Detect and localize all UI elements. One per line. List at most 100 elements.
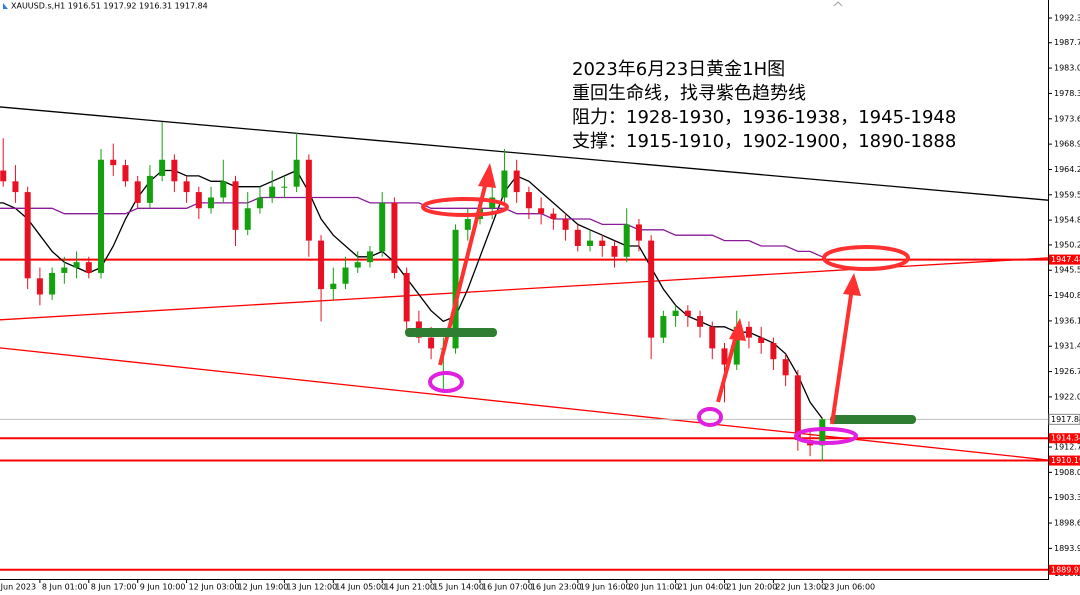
x-tick-label: 21 Jun 20:00	[727, 583, 778, 592]
candle-body	[599, 240, 606, 246]
trend-line	[0, 106, 1049, 201]
x-tick-label: 8 Jun 01:00	[42, 583, 88, 592]
candle-body	[403, 272, 410, 322]
candle-body	[635, 224, 642, 241]
candle-body	[587, 240, 594, 246]
y-tick-label: 1908.00	[1054, 468, 1080, 477]
candle-body	[110, 159, 117, 166]
plot-layer: 1992.30 1987.71 1983.01 1978.30 1973.60 1968.…	[0, 14, 1080, 592]
candle-body	[391, 202, 398, 273]
arrow-head	[843, 273, 861, 296]
drawings: 2023年6月23日黄金1H图 重回生命线，找寻紫色趋势线 阻力：1928-19…	[405, 59, 956, 445]
candle-body	[562, 219, 569, 230]
candle-body	[293, 159, 300, 187]
level-label-box	[1049, 433, 1080, 444]
candle-body	[697, 316, 704, 327]
red-ellipse	[421, 197, 509, 217]
y-tick-label: 1978.30	[1054, 89, 1080, 98]
x-tick-label: 8 Jun 17:00	[91, 583, 137, 592]
candle-body	[61, 267, 68, 273]
x-tick-label: 12 Jun 03:00	[189, 583, 240, 592]
level-label: 1889.92	[1051, 565, 1080, 574]
candle-body	[220, 181, 227, 198]
x-tick-label: 16 Jun 07:00	[482, 583, 533, 592]
candle-body	[73, 262, 80, 268]
x-tick-label: 15 Jun 14:00	[433, 583, 484, 592]
note-line: 支撑：1915-1910，1902-1900，1890-1888	[572, 131, 956, 152]
candle-body	[134, 181, 141, 203]
header-text: XAUUSD.s,H1 1916.51 1917.92 1916.31 1917…	[11, 2, 208, 11]
candle-body	[232, 181, 239, 230]
y-tick-label: 1936.10	[1054, 316, 1080, 325]
candle-body	[98, 159, 105, 273]
candle-body	[85, 262, 92, 273]
candle-body	[305, 159, 312, 241]
candle-body	[623, 224, 630, 257]
magenta-ellipse	[794, 427, 858, 445]
candle-body	[342, 267, 349, 284]
candle-body	[183, 181, 190, 193]
candle-body	[770, 343, 777, 360]
candle-body	[611, 245, 618, 257]
candle-body	[452, 229, 459, 349]
y-tick-label: 1922.00	[1054, 392, 1080, 401]
candle-body	[146, 175, 153, 203]
y-tick-label: 1973.60	[1054, 114, 1080, 123]
trend-line	[0, 347, 1049, 461]
x-tick-label: 19 Jun 16:00	[580, 583, 631, 592]
y-tick-label: 1945.50	[1054, 266, 1080, 275]
y-tick-label: 1898.60	[1054, 519, 1080, 528]
level-label-box	[1049, 564, 1080, 575]
y-tick-label: 1983.01	[1054, 64, 1080, 73]
candle-body	[709, 326, 716, 349]
x-tick-label: 13 Jun 12:00	[286, 583, 337, 592]
red-arrow	[716, 331, 739, 403]
y-tick-label: 1959.50	[1054, 190, 1080, 199]
note-line: 阻力：1928-1930，1936-1938，1945-1948	[572, 107, 956, 128]
x-tick-label: 23 Jun 06:00	[824, 583, 875, 592]
x-tick-label: 21 Jun 04:00	[678, 583, 729, 592]
green-marker	[405, 328, 497, 337]
window-icons	[833, 1, 843, 7]
candle-body	[208, 197, 215, 209]
candle-body	[672, 310, 679, 317]
candle-body	[550, 213, 557, 220]
y-tick-label: 1987.71	[1054, 38, 1080, 47]
candle-body	[0, 170, 7, 182]
scroll-icon	[833, 1, 843, 7]
red-arrow	[830, 287, 854, 425]
magenta-ellipse	[697, 407, 723, 427]
candle-body	[244, 208, 251, 230]
arrow-head	[729, 318, 746, 341]
y-tick-label: 1964.20	[1054, 165, 1080, 174]
y-tick-label: 1893.90	[1054, 544, 1080, 553]
header: XAUUSD.s,H1 1916.51 1917.92 1916.31 1917…	[3, 2, 208, 11]
x-tick-label: 14 Jun 21:00	[384, 583, 435, 592]
magenta-ellipse	[428, 371, 464, 393]
y-tick-label: 1992.30	[1054, 14, 1080, 23]
note-line: 2023年6月23日黄金1H图	[572, 59, 785, 80]
y-tick-label: 1912.70	[1054, 443, 1080, 452]
candle-body	[782, 359, 789, 376]
x-tick-label: 22 Jun 13:00	[775, 583, 826, 592]
candle-body	[256, 197, 263, 209]
candle-body	[354, 262, 361, 268]
x-tick-label: 12 Jun 19:00	[238, 583, 289, 592]
candle-body	[758, 337, 765, 344]
candle-body	[721, 348, 728, 365]
current-price-label: 1917.84	[1051, 415, 1080, 424]
arrow-head	[478, 163, 496, 188]
level-label: 1914.34	[1051, 434, 1080, 443]
candle-body	[269, 186, 276, 198]
x-tick-label: 20 Jun 11:00	[629, 583, 680, 592]
candle-body	[366, 251, 373, 263]
y-tick-label: 1926.70	[1054, 367, 1080, 376]
note-line: 重回生命线，找寻紫色趋势线	[572, 83, 806, 104]
candle-body	[648, 240, 655, 338]
x-tick-label: 16 Jun 23:00	[531, 583, 582, 592]
candle-body	[428, 337, 435, 349]
green-marker	[830, 415, 916, 424]
candle-body	[501, 170, 508, 198]
